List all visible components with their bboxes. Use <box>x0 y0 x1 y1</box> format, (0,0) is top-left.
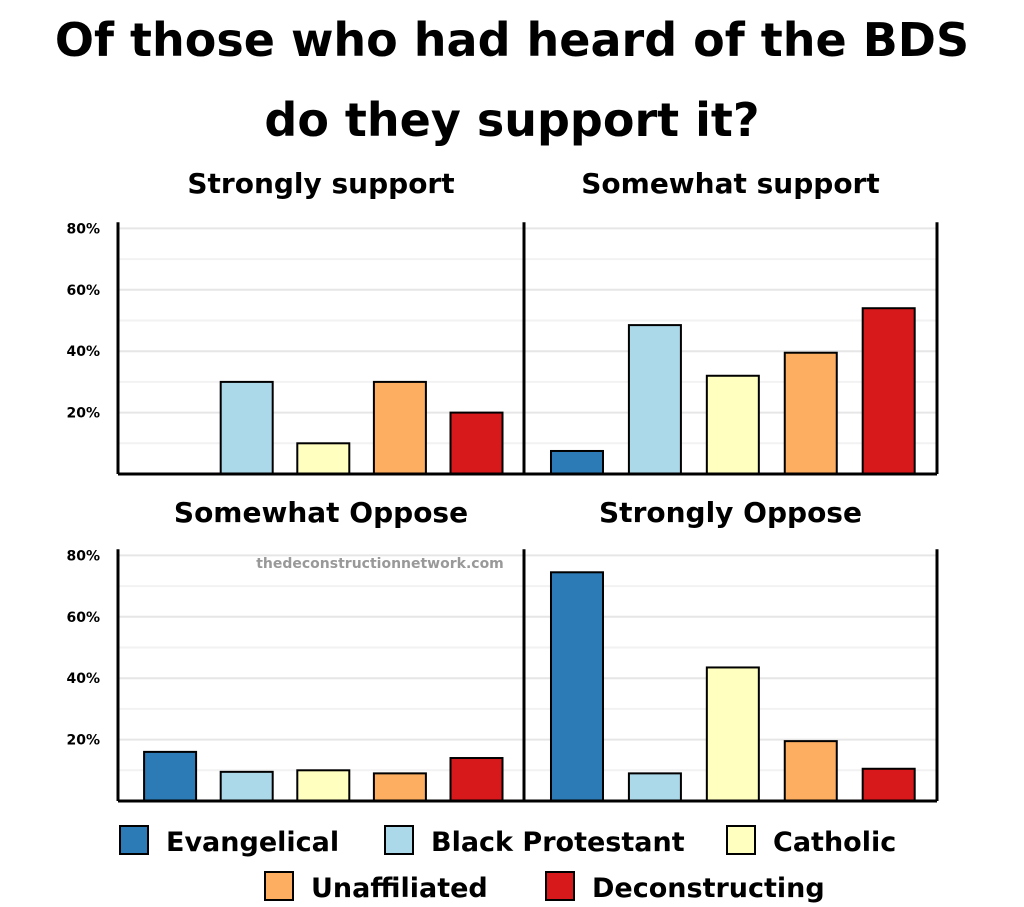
bar-deconstructing <box>449 757 504 803</box>
legend-label: Deconstructing <box>592 873 825 904</box>
legend-label: Black Protestant <box>431 827 685 858</box>
bar-catholic <box>296 442 351 475</box>
chart-title-line-2: do they support it? <box>264 93 759 147</box>
y-tick-label: 40% <box>66 344 100 360</box>
y-tick-label: 80% <box>66 221 100 237</box>
y-tick-label: 80% <box>66 548 100 564</box>
y-tick-label: 40% <box>66 671 100 687</box>
bar-evangelical <box>549 449 604 476</box>
bar-black-protestant <box>627 772 682 802</box>
y-tick-label: 60% <box>66 610 100 626</box>
bar-unaffiliated <box>783 740 838 803</box>
legend-swatch <box>264 871 294 901</box>
panel-title: Strongly support <box>187 167 454 200</box>
bar-black-protestant <box>627 324 682 476</box>
bar-deconstructing <box>861 307 916 475</box>
bar-deconstructing <box>861 767 916 803</box>
legend-swatch <box>726 825 756 855</box>
y-tick-label: 20% <box>66 733 100 749</box>
legend-label: Catholic <box>773 827 896 858</box>
legend-swatch <box>384 825 414 855</box>
panel-title: Somewhat Oppose <box>174 496 468 529</box>
bar-deconstructing <box>449 411 504 476</box>
bar-unaffiliated <box>372 772 427 802</box>
bar-unaffiliated <box>783 351 838 475</box>
bar-black-protestant <box>219 770 274 803</box>
y-tick-label: 20% <box>66 406 100 422</box>
watermark: thedeconstructionnetwork.com <box>256 556 504 572</box>
bar-catholic <box>705 374 760 476</box>
legend-swatch <box>545 871 575 901</box>
bar-evangelical <box>143 750 198 803</box>
panel-title: Strongly Oppose <box>599 496 862 529</box>
legend-label: Unaffiliated <box>311 873 488 904</box>
legend-label: Evangelical <box>166 827 339 858</box>
bar-black-protestant <box>219 380 274 475</box>
bar-catholic <box>705 666 760 803</box>
bar-catholic <box>296 769 351 802</box>
panel-title: Somewhat support <box>581 167 880 200</box>
y-tick-label: 60% <box>66 283 100 299</box>
legend-swatch <box>119 825 149 855</box>
chart-title-line-1: Of those who had heard of the BDS <box>55 13 969 67</box>
bar-evangelical <box>549 571 604 802</box>
bar-unaffiliated <box>372 380 427 475</box>
